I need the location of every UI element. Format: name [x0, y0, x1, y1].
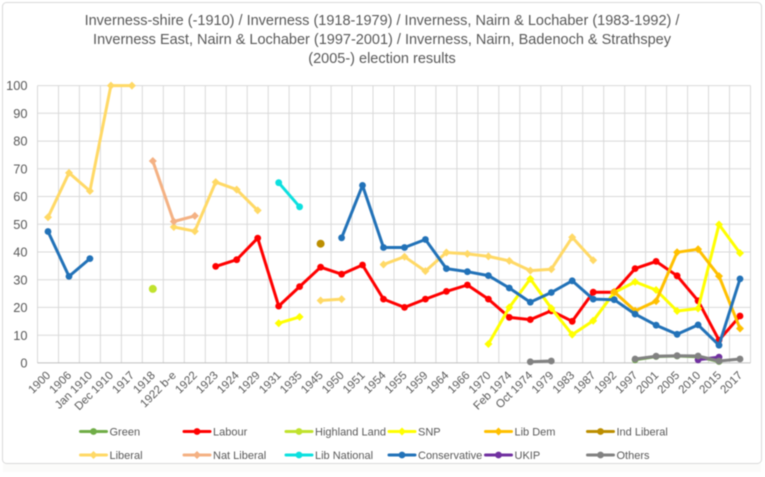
svg-text:Green: Green: [110, 427, 141, 439]
svg-text:Liberal: Liberal: [110, 450, 143, 462]
svg-text:Labour: Labour: [213, 427, 248, 439]
svg-text:70: 70: [13, 161, 27, 176]
svg-text:Others: Others: [617, 450, 651, 462]
svg-text:Lib National: Lib National: [315, 450, 373, 462]
svg-text:80: 80: [13, 134, 27, 149]
svg-text:10: 10: [13, 328, 27, 343]
svg-text:Conservative: Conservative: [418, 450, 482, 462]
svg-text:SNP: SNP: [418, 427, 441, 439]
svg-text:Nat Liberal: Nat Liberal: [213, 450, 266, 462]
svg-text:(2005-) election results: (2005-) election results: [308, 51, 456, 67]
svg-text:50: 50: [13, 217, 27, 232]
svg-text:0: 0: [20, 356, 27, 371]
svg-text:100: 100: [6, 78, 27, 93]
svg-text:Highland Land: Highland Land: [315, 427, 386, 439]
svg-text:UKIP: UKIP: [515, 450, 541, 462]
svg-text:Ind Liberal: Ind Liberal: [617, 427, 668, 439]
svg-text:40: 40: [13, 245, 27, 260]
svg-text:30: 30: [13, 272, 27, 287]
svg-text:90: 90: [13, 106, 27, 121]
svg-text:20: 20: [13, 300, 27, 315]
svg-text:60: 60: [13, 189, 27, 204]
svg-text:Lib Dem: Lib Dem: [515, 427, 556, 439]
svg-text:Inverness-shire (-1910) / Inve: Inverness-shire (-1910) / Inverness (191…: [85, 13, 681, 29]
svg-text:Inverness East, Nairn & Lochab: Inverness East, Nairn & Lochaber (1997-2…: [93, 32, 672, 48]
